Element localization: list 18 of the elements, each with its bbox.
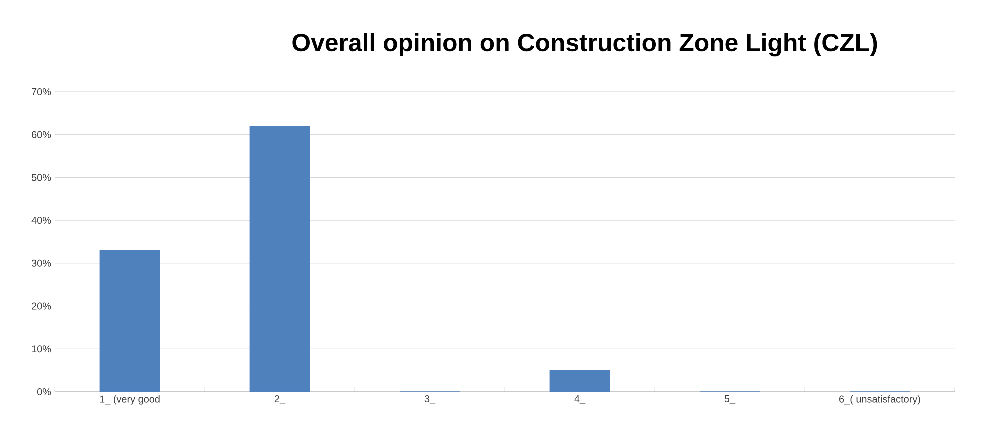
y-tick-label: 10% [32,346,52,353]
y-tick-label: 0% [37,388,52,396]
x-tick-label: 2_ [274,396,286,404]
y-tick-label: 70% [32,88,52,96]
y-tick-label: 40% [32,217,52,224]
bar [100,250,160,392]
chart-title: Overall opinion on Construction Zone Light (CZL) [292,33,878,57]
y-tick-label: 20% [32,302,52,310]
x-tick-label: 1_ (very good [100,396,160,405]
x-tick-label: 5_ [724,396,736,404]
x-tick-label: 3_ [424,396,436,404]
x-tick-label: 4_ [574,396,586,404]
y-tick-label: 60% [32,131,52,138]
y-tick-label: 30% [32,260,52,267]
x-tick-label: 6_( unsatisfactory) [840,396,920,405]
bar [550,370,610,392]
y-tick-label: 50% [32,174,52,182]
bar [250,126,310,392]
